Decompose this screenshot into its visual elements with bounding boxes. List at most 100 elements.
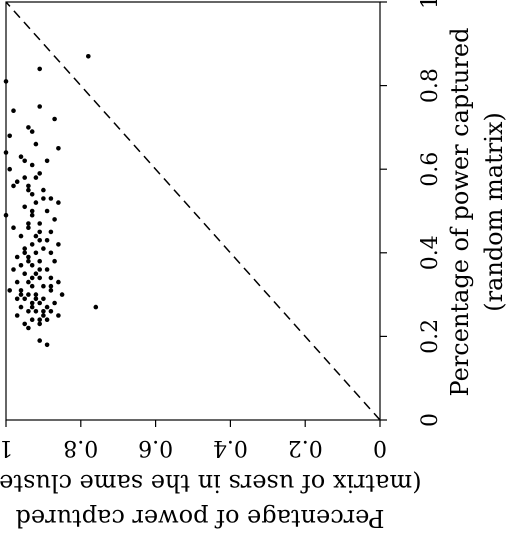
- data-point: [37, 229, 42, 235]
- data-point: [11, 267, 16, 272]
- data-point: [44, 238, 50, 243]
- data-point: [56, 200, 61, 205]
- data-point: [48, 196, 54, 201]
- y-tick-label: 0.8: [63, 435, 98, 460]
- data-point: [37, 267, 42, 272]
- data-point: [26, 254, 31, 260]
- data-point: [59, 292, 65, 297]
- data-point: [48, 250, 54, 256]
- data-point: [18, 304, 24, 310]
- data-point: [52, 116, 57, 122]
- data-point: [37, 171, 42, 176]
- data-point: [22, 271, 28, 277]
- data-point: [33, 200, 39, 205]
- data-point: [14, 296, 20, 302]
- data-point: [11, 183, 16, 189]
- data-point: [29, 304, 35, 310]
- data-point: [22, 158, 28, 164]
- data-point: [33, 141, 39, 147]
- x-axis-title-line-2: (random matrix): [480, 112, 508, 312]
- y-axis-title-line-1: Percentage of power captured: [16, 504, 385, 532]
- data-point: [86, 54, 91, 59]
- data-point: [48, 288, 54, 293]
- x-axis-title-line-1: Percentage of power captured: [446, 28, 474, 397]
- x-axis-ticks: 0 0.2 0.4 0.6 0.8 1: [380, 0, 443, 427]
- y-tick-label: 0.4: [213, 435, 248, 460]
- data-point: [52, 217, 57, 222]
- data-point: [41, 187, 46, 193]
- data-point: [29, 208, 35, 214]
- data-point: [11, 108, 16, 113]
- data-point: [56, 146, 61, 151]
- x-tick-label: 0: [418, 413, 443, 427]
- data-point: [37, 317, 42, 323]
- data-point: [29, 263, 35, 268]
- data-point: [44, 317, 50, 323]
- data-point: [29, 192, 35, 197]
- data-point: [37, 238, 42, 243]
- data-point: [48, 309, 54, 314]
- data-point: [14, 254, 20, 260]
- data-point: [22, 204, 28, 210]
- x-tick-label: 0.8: [418, 68, 443, 103]
- x-tick-label: 0.4: [418, 235, 443, 270]
- data-point: [26, 125, 31, 130]
- data-point: [29, 317, 35, 323]
- data-point: [14, 279, 20, 285]
- data-point: [26, 221, 31, 226]
- x-tick-label: 0.6: [418, 152, 443, 187]
- data-point: [3, 79, 9, 84]
- data-point: [33, 250, 39, 256]
- data-point: [37, 275, 42, 281]
- data-point: [22, 296, 28, 302]
- data-point: [37, 104, 42, 109]
- data-point: [56, 313, 61, 318]
- data-point: [3, 150, 9, 155]
- data-point: [7, 166, 12, 172]
- data-point: [18, 292, 24, 297]
- data-point: [26, 183, 31, 189]
- y-axis-ticks: 0 0.2 0.4 0.6 0.8 1: [0, 420, 387, 460]
- data-point: [93, 304, 99, 310]
- y-tick-label: 0.6: [138, 435, 173, 460]
- data-point: [37, 300, 42, 306]
- plot-frame: [5, 1, 381, 421]
- data-point: [37, 66, 42, 72]
- data-point: [29, 162, 35, 168]
- data-point: [41, 296, 46, 302]
- data-point: [33, 309, 39, 314]
- data-point: [7, 133, 12, 139]
- data-point: [33, 175, 39, 180]
- data-point: [3, 212, 9, 218]
- data-point: [41, 246, 46, 251]
- points-layer: [3, 54, 99, 348]
- data-point: [14, 179, 20, 184]
- y-axis-title-line-2: (matrix of users in the same cluster): [0, 469, 422, 497]
- data-point: [44, 304, 50, 310]
- data-point: [41, 313, 46, 318]
- data-point: [18, 263, 24, 268]
- y-tick-label: 0: [373, 435, 387, 460]
- data-point: [29, 300, 35, 306]
- data-point: [29, 129, 35, 134]
- y-tick-label: 1: [0, 435, 13, 460]
- x-tick-label: 0.2: [418, 319, 443, 354]
- x-tick-label: 1: [418, 0, 443, 9]
- data-point: [33, 296, 39, 302]
- data-point: [26, 279, 31, 285]
- data-point: [29, 212, 35, 218]
- data-point: [26, 325, 31, 331]
- data-point: [26, 292, 31, 297]
- data-point: [41, 196, 46, 201]
- y-tick-label: 0.2: [288, 435, 323, 460]
- data-point: [29, 283, 35, 289]
- data-point: [37, 338, 42, 343]
- data-point: [33, 233, 39, 239]
- data-point: [29, 242, 35, 247]
- data-point: [56, 242, 61, 247]
- data-point: [37, 321, 42, 327]
- data-point: [33, 271, 39, 277]
- data-point: [29, 275, 35, 281]
- data-point: [18, 154, 24, 159]
